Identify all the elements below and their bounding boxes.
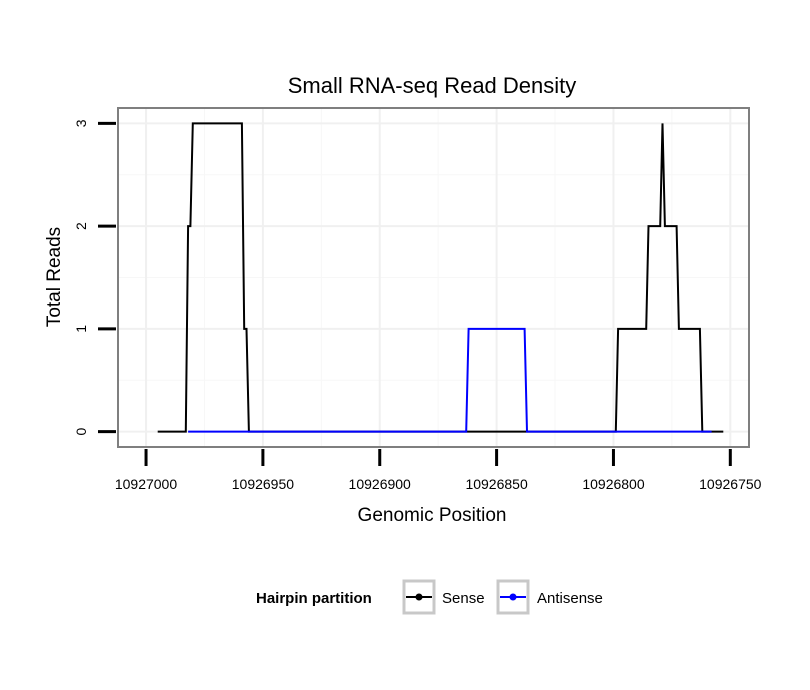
plot-border xyxy=(117,107,750,448)
y-tick-label: 3 xyxy=(73,119,89,127)
x-tick-label: 10926900 xyxy=(349,476,412,492)
plot-panel xyxy=(117,107,750,448)
legend-label-sense: Sense xyxy=(442,590,485,607)
legend-key-point-sense xyxy=(415,593,423,601)
series-layer xyxy=(157,122,724,433)
legend-label-antisense: Antisense xyxy=(537,590,603,607)
x-axis: 10927000 10926950 10926900 10926850 10926800… xyxy=(115,449,762,492)
y-tick-label: 1 xyxy=(73,325,89,333)
x-tick-label: 10926750 xyxy=(699,476,762,492)
x-tick-label: 10926850 xyxy=(465,476,528,492)
x-tick-label: 10926950 xyxy=(232,476,295,492)
x-axis-title: Genomic Position xyxy=(358,505,507,526)
legend-title: Hairpin partition xyxy=(256,590,372,607)
y-axis: 0 1 2 3 xyxy=(73,119,116,435)
y-tick-label: 0 xyxy=(73,427,89,435)
legend: Hairpin partition Sense Antisense xyxy=(256,579,603,615)
x-tick-label: 10927000 xyxy=(115,476,178,492)
y-axis-title: Total Reads xyxy=(44,227,65,327)
chart-title: Small RNA-seq Read Density xyxy=(288,73,577,98)
series-line-antisense xyxy=(188,327,712,433)
legend-key-point-antisense xyxy=(509,593,517,601)
legend-item-antisense: Antisense xyxy=(496,579,603,615)
series-line-sense xyxy=(157,122,724,433)
x-tick-label: 10926800 xyxy=(582,476,645,492)
y-tick-label: 2 xyxy=(73,222,89,230)
legend-item-sense: Sense xyxy=(402,579,485,615)
minor-gridlines xyxy=(118,108,749,447)
